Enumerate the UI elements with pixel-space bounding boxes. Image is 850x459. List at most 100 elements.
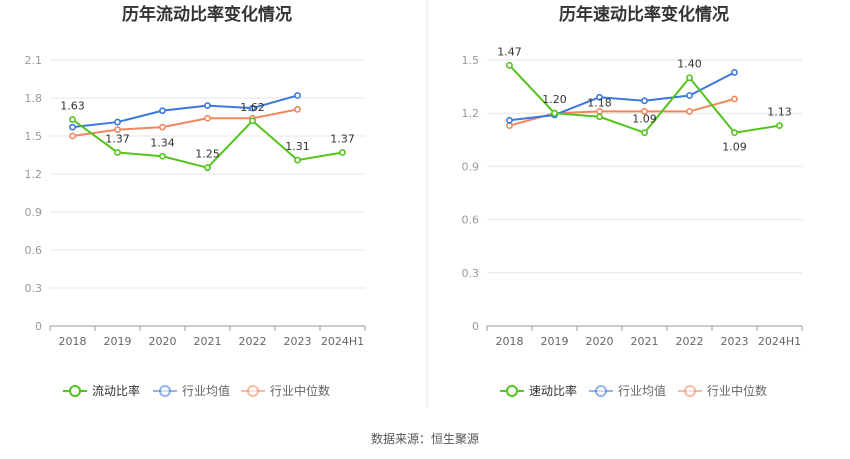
data-point-ratio <box>506 61 513 69</box>
data-point-industry_avg <box>506 116 513 124</box>
legend-label: 速动比率 <box>529 383 577 398</box>
y-tick-label: 0.3 <box>25 282 43 295</box>
legend-item-industry_avg: 行业均值 <box>589 383 666 398</box>
series-line-industry_median <box>72 108 298 137</box>
chart-1: 历年流动比率变化情况 0 0.3 0.6 0.9 1.2 1.5 1.8 2.1 2018 2019… <box>25 4 366 398</box>
y-tick-label: 2.1 <box>25 54 43 67</box>
legend-marker <box>247 385 259 397</box>
y-tick-label: 0.9 <box>462 160 480 173</box>
y-tick-label: 1.2 <box>25 168 43 181</box>
data-point-industry_median <box>159 123 166 131</box>
y-tick-label: 1.5 <box>25 130 43 143</box>
legend-marker <box>595 385 607 397</box>
x-tick-label: 2019 <box>104 335 132 348</box>
data-point-ratio <box>641 129 648 137</box>
x-tick-label: 2023 <box>721 335 749 348</box>
data-label: 1.62 <box>240 101 265 114</box>
data-point-ratio <box>686 74 693 82</box>
data-point-industry_median <box>114 126 121 134</box>
x-tick-label: 2018 <box>496 335 524 348</box>
legend-label: 行业中位数 <box>270 383 330 398</box>
data-point-industry_median <box>69 132 76 140</box>
data-point-industry_avg <box>596 93 603 101</box>
data-point-industry_avg <box>731 69 738 76</box>
x-tick-label: 2022 <box>676 335 704 348</box>
legend-label: 行业均值 <box>618 383 666 398</box>
data-point-industry_avg <box>204 102 211 109</box>
legend-item-ratio: 速动比率 <box>500 383 577 398</box>
data-point-industry_median <box>204 114 211 122</box>
y-tick-label: 0.3 <box>462 267 480 280</box>
data-point-ratio <box>731 129 738 137</box>
data-point-industry_median <box>506 122 513 130</box>
data-point-ratio <box>551 109 558 117</box>
data-point-ratio <box>776 122 783 130</box>
data-point-industry_avg <box>686 92 693 99</box>
series-line-industry_avg <box>72 94 298 129</box>
x-tick-label: 2024H1 <box>758 335 801 348</box>
legend-label: 行业均值 <box>182 383 230 398</box>
data-label: 1.13 <box>767 106 792 119</box>
y-tick-label: 1.5 <box>462 54 480 67</box>
data-label: 1.18 <box>587 97 612 110</box>
data-point-industry_avg <box>159 107 166 115</box>
chart-title: 历年流动比率变化情况 <box>122 4 292 25</box>
data-point-ratio <box>114 149 121 156</box>
x-tick-label: 2020 <box>586 335 614 348</box>
chart-2: 历年速动比率变化情况 0 0.3 0.6 0.9 1.2 1.5 2018 2019 2020 20… <box>462 4 803 398</box>
data-point-industry_median <box>641 108 648 115</box>
x-tick-label: 2018 <box>59 335 87 348</box>
data-label: 1.40 <box>677 58 702 71</box>
data-point-ratio <box>339 149 346 156</box>
data-point-ratio <box>249 117 256 125</box>
x-tick-label: 2021 <box>631 335 659 348</box>
data-label: 1.09 <box>722 141 747 154</box>
legend-item-ratio: 流动比率 <box>63 383 140 398</box>
legend-marker <box>69 385 81 397</box>
data-label: 1.37 <box>330 132 355 145</box>
data-label: 1.20 <box>542 93 567 106</box>
data-point-industry_median <box>686 108 693 115</box>
data-label: 1.31 <box>285 140 310 153</box>
legend-marker <box>684 385 696 397</box>
y-tick-label: 1.2 <box>462 107 480 120</box>
y-tick-label: 0.6 <box>462 214 480 227</box>
y-tick-label: 0.9 <box>25 206 43 219</box>
data-point-industry_avg <box>294 92 301 99</box>
series-line-industry_avg <box>509 71 735 122</box>
x-tick-label: 2023 <box>284 335 312 348</box>
data-point-ratio <box>596 113 603 121</box>
data-point-industry_avg <box>69 123 76 131</box>
legend-marker <box>159 385 171 397</box>
data-source-footer: 数据来源：恒生聚源 <box>370 432 479 446</box>
data-point-ratio <box>204 164 211 172</box>
y-tick-label: 0 <box>472 320 479 333</box>
data-point-ratio <box>69 116 76 123</box>
x-tick-label: 2021 <box>194 335 222 348</box>
data-point-ratio <box>294 156 301 164</box>
data-point-industry_avg <box>114 118 121 126</box>
legend-item-industry_median: 行业中位数 <box>241 383 330 398</box>
data-point-ratio <box>159 152 166 160</box>
y-tick-label: 1.8 <box>25 92 43 105</box>
x-tick-label: 2024H1 <box>321 335 364 348</box>
x-tick-label: 2020 <box>149 335 177 348</box>
x-tick-label: 2019 <box>541 335 569 348</box>
y-tick-label: 0.6 <box>25 244 43 257</box>
data-label: 1.63 <box>60 100 85 113</box>
legend-label: 流动比率 <box>92 383 140 398</box>
data-point-industry_median <box>731 95 738 103</box>
legend-item-industry_avg: 行业均值 <box>153 383 230 398</box>
data-label: 1.34 <box>150 136 175 149</box>
chart-title: 历年速动比率变化情况 <box>559 4 729 25</box>
data-label: 1.37 <box>105 132 130 145</box>
data-point-industry_median <box>294 106 301 113</box>
legend-item-industry_median: 行业中位数 <box>678 383 767 398</box>
data-point-industry_avg <box>641 97 648 105</box>
data-label: 1.47 <box>497 45 522 58</box>
legend-marker <box>506 385 518 397</box>
legend-label: 行业中位数 <box>707 383 767 398</box>
x-tick-label: 2022 <box>239 335 267 348</box>
data-point-industry_avg <box>249 104 256 112</box>
